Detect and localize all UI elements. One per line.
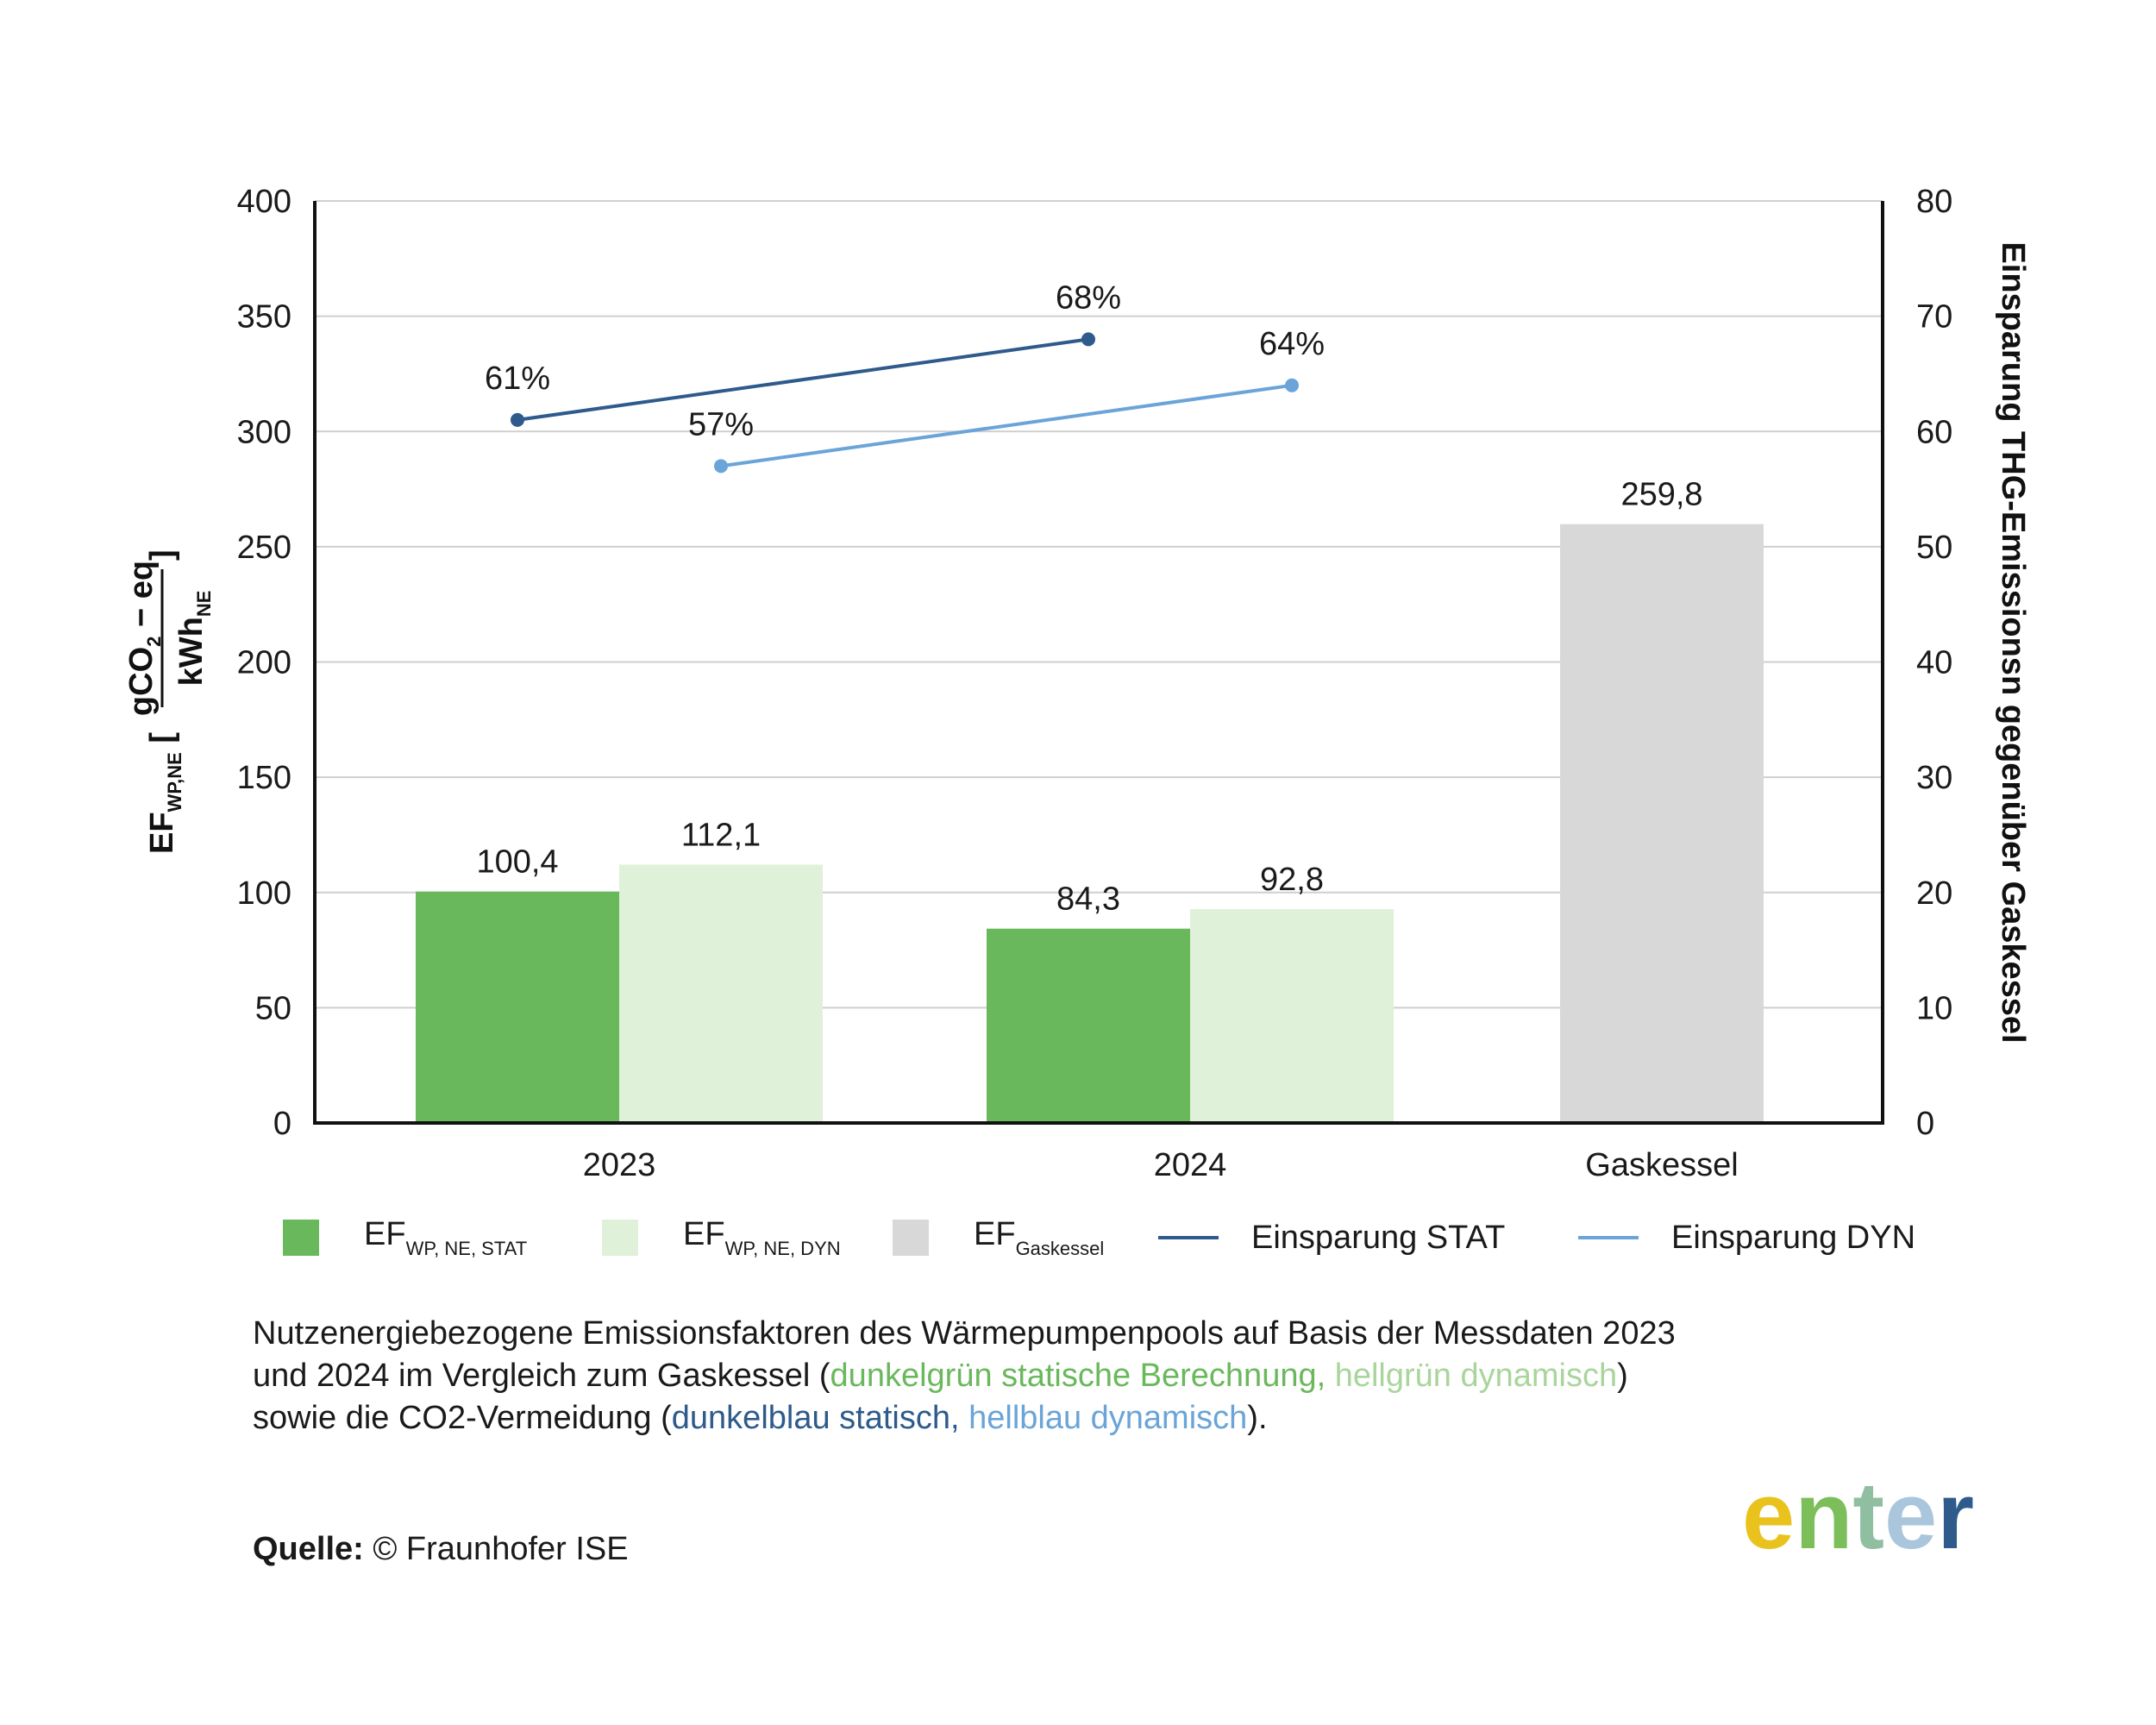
bar-data-label: 84,3	[1056, 881, 1120, 918]
bar	[416, 891, 619, 1123]
tick-labels: 0 50 100 150 200 250 300 350 400 0 10 20 30 40 50 60 70 8…	[237, 184, 1953, 1183]
caption-blue-dark: dunkelblau statisch,	[671, 1400, 960, 1436]
caption-blue-light: hellblau dynamisch	[959, 1400, 1248, 1436]
bar	[619, 864, 823, 1123]
savings-data-label: 64%	[1259, 326, 1325, 362]
y2-tick-label: 60	[1916, 414, 1952, 450]
svg-text:]: ]	[144, 549, 180, 561]
legend-item: EFWP, NE, STAT	[283, 1203, 527, 1272]
savings-point	[714, 459, 728, 474]
bar	[1560, 524, 1764, 1123]
x-tick-label: Gaskessel	[1585, 1147, 1738, 1183]
bar	[1190, 908, 1394, 1123]
y-tick-label: 350	[237, 299, 291, 336]
enter-logo: enter	[1742, 1466, 1974, 1569]
savings-point	[1285, 378, 1299, 392]
savings-point	[1081, 332, 1095, 347]
legend-color-swatch	[602, 1220, 638, 1256]
svg-text:kWhNE: kWhNE	[173, 591, 215, 687]
y2-axis-title: Einsparung THG-Emissionsn gegenüber Gask…	[1995, 242, 2031, 1043]
legend-label: EFWP, NE, DYN	[683, 1215, 841, 1259]
x-tick-label: 2024	[1154, 1147, 1227, 1183]
legend-color-swatch	[893, 1220, 929, 1256]
savings-point	[511, 412, 524, 427]
y-tick-label: 100	[237, 875, 291, 912]
ylabel-den: kWh	[173, 617, 210, 686]
legend-line-swatch	[1158, 1236, 1219, 1239]
svg-text:enter: enter	[1742, 1466, 1974, 1569]
bar-data-label: 112,1	[681, 817, 761, 853]
x-tick-label: 2023	[583, 1147, 656, 1183]
data-labels: 100,4 112,1 84,3 92,8 259,8 61% 68% 57% 64%	[476, 279, 1702, 917]
y2-tick-label: 50	[1916, 530, 1952, 566]
logo-letter: t	[1852, 1466, 1884, 1569]
savings-lines	[511, 332, 1299, 474]
y-axis-title: EFWP,NE [ gCO2 − eq kWhNE ]	[123, 549, 215, 854]
caption-line-2: und 2024 im Vergleich zum Gaskessel (dun…	[253, 1358, 1628, 1394]
bar-data-label: 100,4	[476, 844, 558, 881]
legend-item: Einsparung DYN	[1578, 1203, 1915, 1272]
legend-item: EFWP, NE, DYN	[602, 1203, 841, 1272]
y2-tick-label: 80	[1916, 184, 1952, 220]
savings-data-label: 68%	[1056, 279, 1121, 316]
logo-letter: r	[1937, 1466, 1974, 1569]
y2-tick-label: 40	[1916, 645, 1952, 681]
caption-line-1: Nutzenergiebezogene Emissionsfaktoren de…	[253, 1315, 1676, 1352]
source: Quelle: © Fraunhofer ISE	[253, 1531, 629, 1568]
chart: 0 50 100 150 200 250 300 350 400 0 10 20 30 40 50 60 70 8…	[123, 184, 2031, 1183]
savings-data-label: 57%	[688, 406, 754, 442]
legend-item: Einsparung STAT	[1158, 1203, 1505, 1272]
ylabel-ef-sub: WP,NE	[164, 752, 185, 812]
ylabel-num-rest: − eq	[123, 561, 160, 637]
savings-line	[517, 337, 1089, 422]
ylabel-num-sub: 2	[143, 637, 165, 647]
ylabel-num: gCO	[123, 647, 160, 716]
caption-line-3: sowie die CO2-Vermeidung (dunkelblau sta…	[253, 1400, 1268, 1436]
y-tick-label: 300	[237, 414, 291, 450]
legend-label: Einsparung STAT	[1251, 1219, 1506, 1256]
bar-data-label: 259,8	[1620, 477, 1702, 513]
y2-tick-label: 10	[1916, 990, 1952, 1026]
svg-text:EFWP,NE [: EFWP,NE [	[144, 732, 185, 854]
logo-letter: n	[1795, 1466, 1852, 1569]
caption-green-dark: dunkelgrün statische Berechnung,	[830, 1358, 1326, 1394]
y-tick-label: 150	[237, 760, 291, 796]
y-tick-label: 0	[273, 1106, 291, 1142]
y-tick-label: 200	[237, 645, 291, 681]
svg-text:gCO2 − eq: gCO2 − eq	[123, 561, 165, 716]
axes	[313, 201, 1884, 1125]
source-label: Quelle:	[253, 1531, 364, 1567]
legend: EFWP, NE, STAT EFWP, NE, DYN EFGaskessel Ei…	[0, 1203, 2156, 1281]
source-text: © Fraunhofer ISE	[363, 1531, 629, 1567]
ylabel-den-sub: NE	[193, 591, 215, 618]
caption: Nutzenergiebezogene Emissionsfaktoren de…	[253, 1313, 1977, 1440]
legend-label: EFWP, NE, STAT	[364, 1215, 528, 1259]
y2-tick-label: 0	[1916, 1106, 1934, 1142]
savings-data-label: 61%	[485, 361, 550, 397]
y2-tick-label: 20	[1916, 875, 1952, 912]
ylabel-ef: EF	[144, 812, 180, 854]
bar-data-label: 92,8	[1260, 862, 1324, 898]
logo-letter: e	[1742, 1466, 1795, 1569]
savings-line	[720, 383, 1293, 468]
y2-tick-label: 30	[1916, 760, 1952, 796]
y2-tick-label: 70	[1916, 299, 1952, 336]
y-tick-label: 50	[255, 990, 291, 1026]
legend-line-swatch	[1578, 1236, 1639, 1239]
y-tick-label: 250	[237, 530, 291, 566]
bar	[987, 928, 1190, 1123]
legend-label: EFGaskessel	[974, 1215, 1105, 1259]
caption-green-light: hellgrün dynamisch	[1326, 1358, 1618, 1394]
logo-letter: e	[1884, 1466, 1937, 1569]
legend-label: Einsparung DYN	[1671, 1219, 1916, 1256]
legend-color-swatch	[283, 1220, 319, 1256]
y-tick-label: 400	[237, 184, 291, 220]
legend-item: EFGaskessel	[893, 1203, 1104, 1272]
bars	[416, 524, 1764, 1123]
